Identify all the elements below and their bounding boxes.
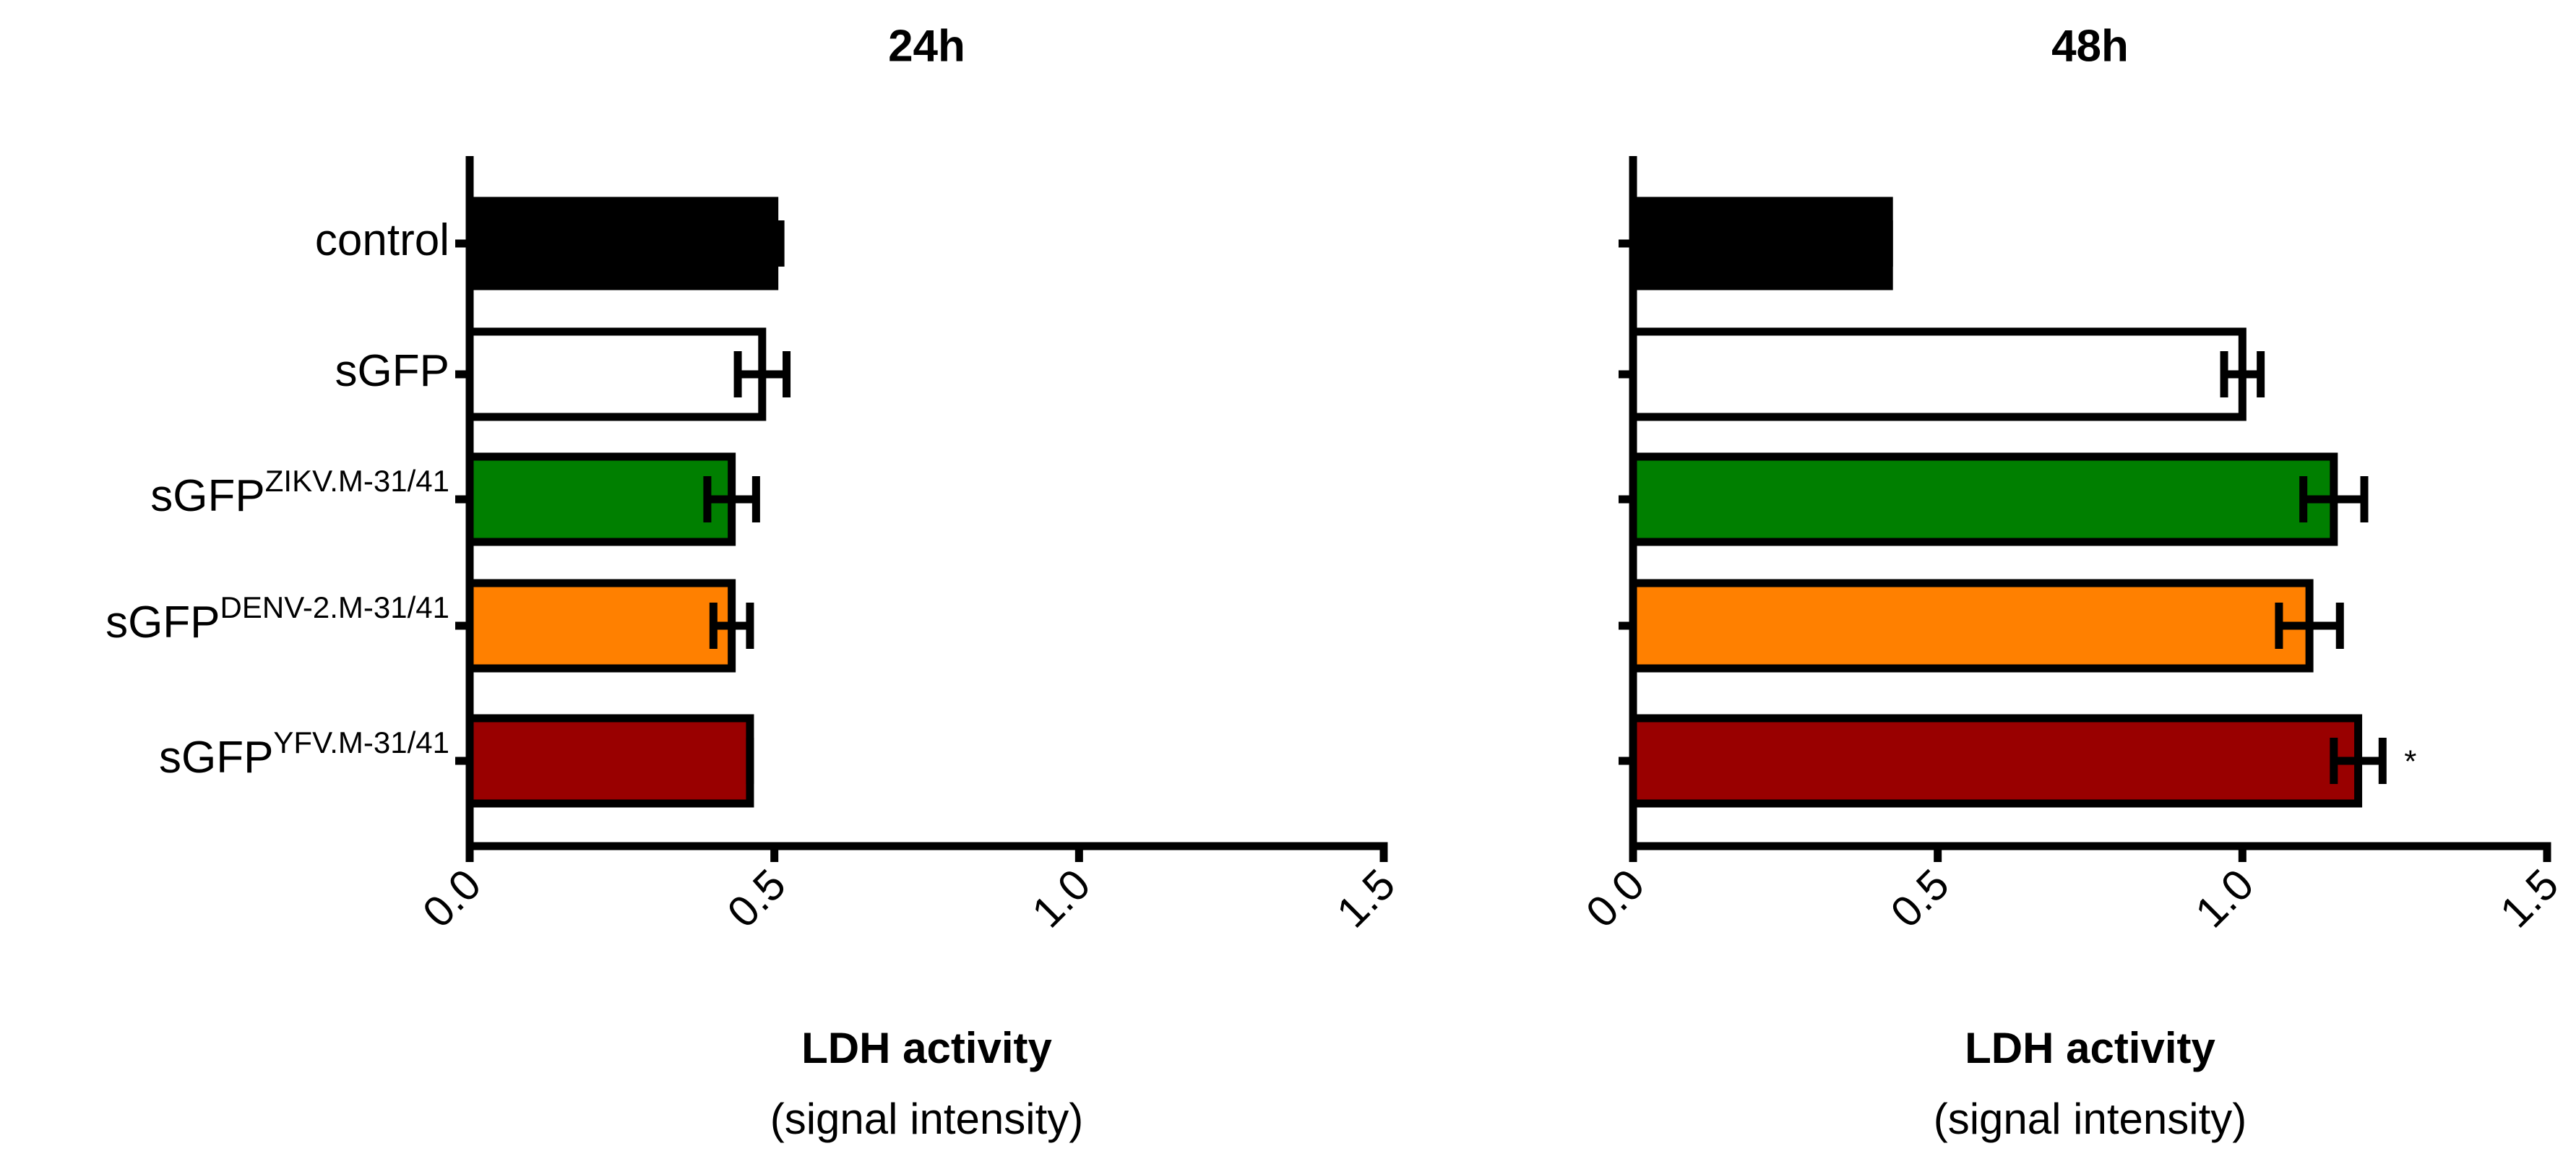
x-axis-title: LDH activity xyxy=(1965,1024,2215,1072)
bar xyxy=(1629,327,2247,421)
bar xyxy=(465,197,779,290)
category-superscript: ZIKV.M-31/41 xyxy=(265,464,449,498)
annotation: * xyxy=(2404,744,2416,780)
category-label: control xyxy=(315,215,449,265)
category-label: sGFPDENV-2.M-31/41 xyxy=(105,590,449,647)
x-tick-label: 0.5 xyxy=(718,860,795,936)
category-name: sGFP xyxy=(159,733,273,783)
bar xyxy=(1629,579,2314,673)
x-axis-subtitle: (signal intensity) xyxy=(1934,1095,2247,1143)
bar xyxy=(1629,714,2363,808)
bar xyxy=(465,327,767,421)
category-label: sGFPYFV.M-31/41 xyxy=(159,725,449,783)
x-tick-label: 0.0 xyxy=(413,860,490,936)
chart-title: 48h xyxy=(2051,21,2129,71)
bar xyxy=(465,452,736,546)
category-name: sGFP xyxy=(105,598,220,647)
bar xyxy=(1629,452,2338,546)
x-tick-label: 0.5 xyxy=(1882,860,1958,936)
category-name: control xyxy=(315,215,449,265)
bar xyxy=(1629,197,1893,290)
category-name: sGFP xyxy=(335,346,449,396)
chart-panel: 24h LDH activity (signal intensity) control… xyxy=(105,21,1404,1142)
category-label: sGFP xyxy=(335,346,449,396)
x-tick-label: 1.5 xyxy=(2491,860,2567,936)
bar xyxy=(465,579,736,673)
category-name: sGFP xyxy=(150,471,264,521)
bar xyxy=(465,714,754,808)
x-tick-label: 1.0 xyxy=(2186,860,2262,936)
category-superscript: DENV-2.M-31/41 xyxy=(220,590,449,624)
x-tick-label: 0.0 xyxy=(1577,860,1653,936)
x-axis-title: LDH activity xyxy=(801,1024,1052,1072)
chart-panel: 48h LDH activity (signal intensity) * 0.0 0.5… xyxy=(1577,21,2567,1142)
category-label: sGFPZIKV.M-31/41 xyxy=(150,464,449,521)
x-axis-subtitle: (signal intensity) xyxy=(770,1095,1084,1143)
x-tick-label: 1.5 xyxy=(1327,860,1404,936)
chart-title: 24h xyxy=(888,21,965,71)
x-tick-label: 1.0 xyxy=(1022,860,1099,936)
category-superscript: YFV.M-31/41 xyxy=(273,725,449,759)
